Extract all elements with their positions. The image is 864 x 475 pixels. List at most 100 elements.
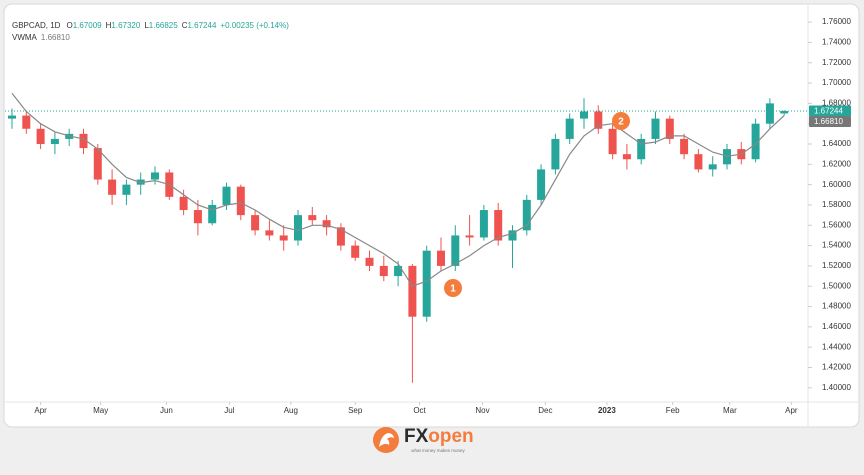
candle-body (637, 138, 646, 160)
logo-glyph (379, 433, 394, 447)
candle-body (622, 154, 631, 160)
plot-area (5, 92, 808, 383)
candle-body (665, 118, 674, 139)
x-tick-label: Apr (785, 406, 798, 415)
ohlc-value: 1.67320 (111, 21, 140, 30)
candle-body (394, 265, 403, 277)
tagline: what money makes money (411, 448, 465, 453)
candle-body (365, 257, 374, 266)
candle-body (508, 230, 517, 241)
x-tick-label: Apr (34, 406, 47, 415)
footer-logo: FXopen what money makes money (373, 426, 474, 453)
candle-body (108, 179, 117, 195)
brand: FXopen (404, 426, 474, 447)
change: +0.00235 (+0.14%) (220, 21, 289, 30)
y-tick-label: 1.40000 (822, 383, 851, 392)
y-tick-label: 1.76000 (822, 17, 851, 26)
candle-body (151, 172, 159, 180)
candle-body (708, 164, 717, 170)
candle-body (193, 210, 202, 224)
annotation-marker (444, 279, 462, 297)
ohlc-value: 1.67244 (187, 21, 216, 30)
candle-body (594, 111, 603, 129)
y-tick-label: 1.54000 (822, 241, 851, 250)
y-tick-label: 1.44000 (822, 342, 851, 351)
x-tick-label: May (93, 406, 108, 415)
candle-body (537, 169, 546, 200)
y-tick-label: 1.64000 (822, 139, 851, 148)
candle-body (79, 133, 88, 149)
candle-body (565, 118, 574, 139)
y-tick-label: 1.72000 (822, 58, 851, 67)
y-tick-label: 1.52000 (822, 261, 851, 270)
x-tick-label: Aug (284, 406, 298, 415)
ohlc-key: C (182, 21, 188, 30)
brand-open: open (428, 426, 473, 447)
ohlc-key: O (66, 21, 72, 30)
y-tick-label: 1.46000 (822, 322, 851, 331)
annotation-label: 1 (450, 284, 456, 295)
annotation-1: 1 (444, 279, 462, 297)
candle-body (465, 235, 474, 238)
y-tick-label: 1.62000 (822, 159, 851, 168)
vwma-name: VWMA (12, 33, 38, 42)
y-tick-label: 1.74000 (822, 38, 851, 47)
y-tick-label: 1.48000 (822, 302, 851, 311)
candle-body (780, 111, 789, 114)
x-tick-label: Nov (475, 406, 489, 415)
y-tick-label: 1.56000 (822, 220, 851, 229)
candle-body (765, 103, 774, 124)
candle-body (308, 215, 317, 221)
chart-card (3, 3, 860, 428)
x-tick-label: Jun (160, 406, 173, 415)
candle-body (279, 235, 288, 241)
candle-body (551, 138, 560, 170)
price-label-box (809, 115, 851, 127)
y-tick-label: 1.60000 (822, 180, 851, 189)
annotation-2: 2 (612, 112, 630, 130)
annotation-label: 2 (618, 117, 624, 128)
x-tick-label: Sep (348, 406, 363, 415)
price-label: 1.67244 (814, 107, 843, 116)
candle-body (422, 250, 431, 317)
y-tick-label: 1.58000 (822, 200, 851, 209)
candle-body (265, 230, 274, 236)
price-label-box (809, 105, 851, 117)
candle-body (522, 199, 531, 231)
symbol: GBPCAD, 1D (12, 21, 61, 30)
y-tick-label: 1.50000 (822, 281, 851, 290)
candle-body (437, 250, 445, 266)
ohlc-value: 1.67009 (73, 21, 102, 30)
price-label: 1.66810 (814, 117, 843, 126)
x-tick-label: Dec (538, 406, 552, 415)
candle-body (408, 265, 417, 317)
candle-body (680, 138, 689, 155)
candle-body (651, 118, 660, 139)
x-tick-label: Mar (723, 406, 737, 415)
candle-body (50, 138, 59, 145)
legend-main: GBPCAD, 1D O1.67009 H1.67320 L1.66825 C1.672… (12, 21, 289, 30)
candle-body (222, 186, 231, 205)
x-tick-label: Oct (413, 406, 426, 415)
x-tick-label: Jul (224, 406, 234, 415)
candle-body (122, 184, 131, 195)
candle-body (322, 220, 331, 228)
candle-body (8, 115, 16, 119)
ohlc-key: L (144, 21, 149, 30)
candle-body (479, 210, 488, 238)
candle-body (22, 115, 31, 129)
candle-body (751, 123, 760, 160)
y-tick-label: 1.42000 (822, 363, 851, 372)
candle-body (36, 128, 45, 145)
candle-body (608, 128, 617, 155)
candle-body (694, 154, 703, 170)
candle-body (336, 227, 345, 246)
candle-body (580, 111, 588, 119)
candle-body (451, 235, 460, 266)
candle-body (208, 204, 217, 224)
vwma-value: 1.66810 (41, 33, 70, 42)
candle-body (93, 148, 102, 180)
legend-vwma: VWMA 1.66810 (12, 33, 70, 42)
